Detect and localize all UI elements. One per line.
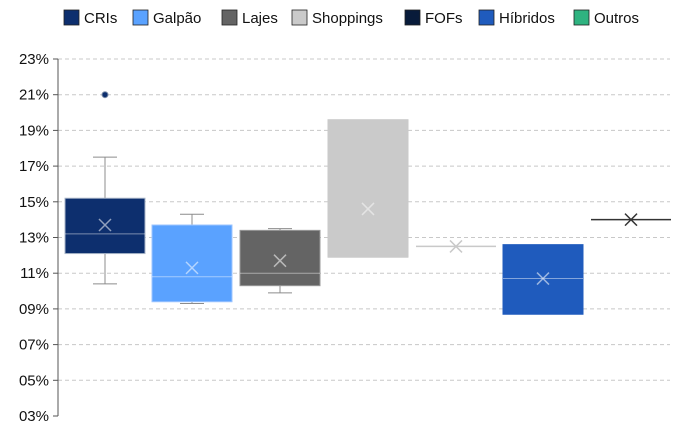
box-body-lajes	[239, 229, 321, 287]
mean-marker-hibridos	[536, 272, 550, 286]
legend-swatch-fofs	[404, 9, 421, 26]
y-axis: 03% 05% 07% 09% 11% 13% 15% 17% 19% 21% 23%	[19, 51, 59, 424]
legend-label-outros: Outros	[594, 10, 639, 27]
box-fofs	[416, 239, 496, 253]
legend-swatch-outros	[573, 9, 590, 26]
mean-marker-cris	[98, 218, 112, 232]
mean-marker-galpao	[185, 261, 199, 275]
mean-marker-outros	[624, 213, 638, 227]
box-galpao	[151, 213, 233, 305]
legend-label-fofs: FOFs	[425, 10, 463, 27]
mean-marker-lajes	[273, 254, 287, 268]
y-tick-label-7: 07%	[19, 337, 49, 354]
legend-swatch-galpao	[132, 9, 149, 26]
legend-swatch-cris	[63, 9, 80, 26]
y-tick-label-21: 21%	[19, 87, 49, 104]
mean-marker-fofs	[449, 239, 463, 253]
box-hibridos	[502, 244, 584, 315]
box-lajes	[239, 228, 321, 294]
y-tick-label-11: 11%	[20, 265, 49, 282]
legend-label-lajes: Lajes	[242, 10, 278, 27]
y-tick-label-9: 09%	[19, 301, 49, 318]
legend-swatch-shoppings	[291, 9, 308, 26]
y-tick-label-3: 03%	[19, 408, 49, 424]
legend-label-shoppings: Shoppings	[312, 10, 383, 27]
box-outros	[591, 213, 671, 227]
y-tick-label-15: 15%	[19, 194, 49, 211]
y-tick-label-13: 13%	[19, 230, 49, 247]
y-tick-label-19: 19%	[19, 122, 49, 139]
legend: CRIs Galpão Lajes Shoppings FOFs Híbridos Outr…	[63, 9, 639, 27]
legend-swatch-lajes	[221, 9, 238, 26]
outlier-cris-0	[101, 91, 109, 99]
y-tick-label-23: 23%	[19, 51, 49, 68]
box-shoppings	[327, 119, 409, 258]
legend-label-hibridos: Híbridos	[499, 10, 555, 27]
y-tick-label-17: 17%	[19, 158, 49, 175]
box-body-shoppings	[327, 119, 409, 258]
legend-swatch-hibridos	[478, 9, 495, 26]
y-tick-label-5: 05%	[19, 372, 49, 389]
box-series	[64, 91, 671, 315]
box-body-galpao	[151, 224, 233, 303]
legend-label-galpao: Galpão	[153, 10, 201, 27]
box-cris	[64, 91, 146, 285]
mean-marker-shoppings	[361, 202, 375, 216]
legend-label-cris: CRIs	[84, 10, 117, 27]
